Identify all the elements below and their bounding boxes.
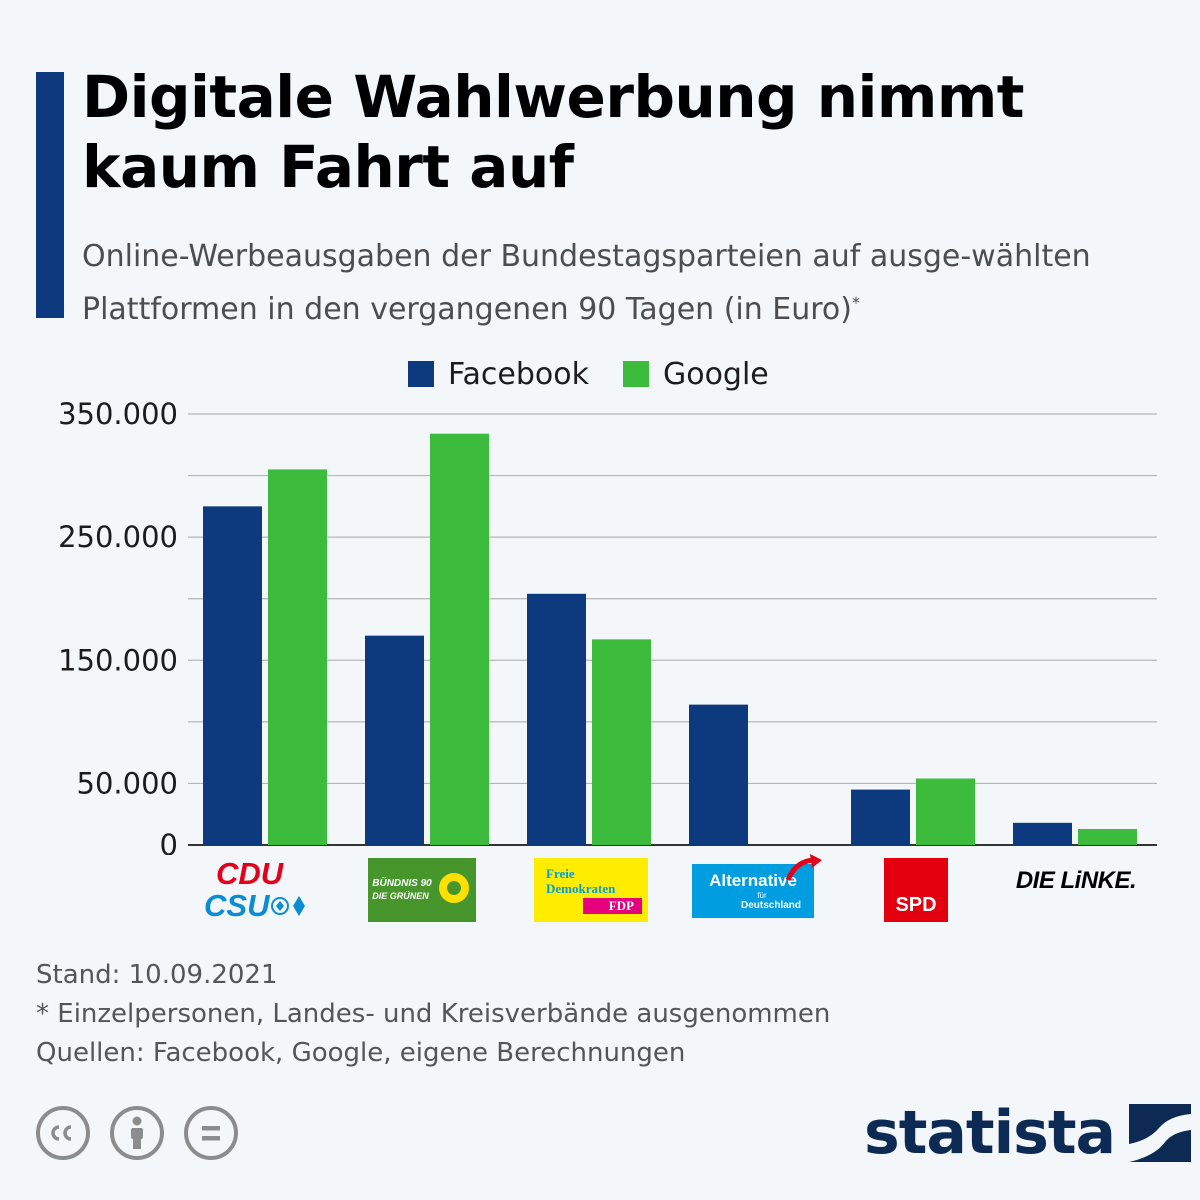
csu-lion-icon xyxy=(271,896,306,916)
y-tick-label: 150.000 xyxy=(58,643,178,677)
sunflower-icon xyxy=(438,873,469,903)
person-glyph xyxy=(131,1116,143,1149)
logo-gruene: BÜNDNIS 90 DIE GRÜNEN xyxy=(368,858,476,922)
statista-mark-icon xyxy=(1129,1104,1192,1162)
footer-note: * Einzelpersonen, Landes- und Kreisverbä… xyxy=(36,999,831,1029)
page-title: Digitale Wahlwerbung nimmt kaum Fahrt au… xyxy=(82,63,1025,201)
legend-swatch-facebook xyxy=(408,361,434,387)
legend-label-facebook: Facebook xyxy=(448,356,589,392)
bar-facebook-3 xyxy=(689,704,748,845)
logo-csu-text: CSU xyxy=(204,888,270,923)
bar-google-5 xyxy=(1078,828,1137,845)
bar-google-0 xyxy=(268,469,327,845)
bar-google-2 xyxy=(592,639,651,845)
y-tick-label: 50.000 xyxy=(77,766,178,800)
bar-facebook-4 xyxy=(851,789,910,845)
logo-gruene-text: BÜNDNIS 90 DIE GRÜNEN xyxy=(372,878,431,902)
logo-afd-line1: Alternative xyxy=(709,870,797,890)
attribution-icon[interactable] xyxy=(110,1106,164,1160)
cc-icon[interactable] xyxy=(36,1106,90,1160)
y-tick-label: 0 xyxy=(160,828,178,855)
license-icons xyxy=(36,1106,258,1160)
no-derivatives-icon[interactable] xyxy=(184,1106,238,1160)
logo-afd-line2: für xyxy=(757,890,767,900)
bar-facebook-5 xyxy=(1013,822,1072,845)
bar-google-4 xyxy=(916,778,975,845)
subtitle-text: Online-Werbeausgaben der Bundestagsparte… xyxy=(82,239,1091,327)
footer-stand: Stand: 10.09.2021 xyxy=(36,960,278,990)
bar-facebook-1 xyxy=(365,635,424,845)
statista-logo[interactable]: statista xyxy=(864,1098,1192,1168)
logo-fdp-line3: FDP xyxy=(582,898,642,914)
y-tick-label: 250.000 xyxy=(58,520,178,554)
logo-afd-line3: Deutschland xyxy=(740,899,801,911)
logo-fdp-line2: Demokraten xyxy=(546,881,616,896)
bar-google-1 xyxy=(430,433,489,845)
chart-legend: Facebook Google xyxy=(408,352,803,396)
logo-die-linke: DIE LiNKE. xyxy=(1006,856,1146,906)
logo-spd: SPD xyxy=(884,858,948,922)
legend-swatch-google xyxy=(622,361,649,387)
legend-item-google: Google xyxy=(622,356,769,392)
logo-fdp: Freie Demokraten FDP xyxy=(534,858,648,922)
statista-wordmark: statista xyxy=(864,1098,1116,1168)
logo-csu-row: CSU xyxy=(204,890,309,922)
subtitle-footnote-mark: * xyxy=(852,293,860,312)
logo-fdp-line1: Freie xyxy=(546,866,575,881)
footer-notes: Stand: 10.09.2021 * Einzelpersonen, Land… xyxy=(36,956,830,1073)
equals-glyph xyxy=(202,1126,220,1141)
accent-bar xyxy=(36,72,64,318)
bar-facebook-2 xyxy=(527,593,586,845)
footer-sources: Quellen: Facebook, Google, eigene Berech… xyxy=(36,1038,686,1068)
logo-spd-text: SPD xyxy=(895,894,937,916)
logo-afd: Alternative für Deutschland xyxy=(692,854,822,918)
party-logos: CDU CSU BÜNDNIS 90 DIE GRÜNEN Freie Demo… xyxy=(0,854,1200,928)
logo-gruene-line1: BÜNDNIS 90 xyxy=(372,878,432,889)
logo-cdu-text: CDU xyxy=(216,856,284,891)
logo-cdu-csu: CDU CSU xyxy=(204,856,316,924)
y-tick-label: 350.000 xyxy=(58,397,178,431)
cc-glyph xyxy=(51,1125,72,1141)
afd-arrow-icon xyxy=(786,854,822,882)
legend-item-facebook: Facebook xyxy=(408,357,589,392)
logo-gruene-line2: DIE GRÜNEN xyxy=(372,891,429,901)
legend-label-google: Google xyxy=(662,356,769,392)
bar-chart: 350.000 250.000 150.000 50.000 0 xyxy=(58,397,1157,855)
logo-linke-text: DIE LiNKE. xyxy=(1015,867,1137,894)
subtitle: Online-Werbeausgaben der Bundestagsparte… xyxy=(82,234,1172,333)
bar-facebook-0 xyxy=(203,506,262,845)
